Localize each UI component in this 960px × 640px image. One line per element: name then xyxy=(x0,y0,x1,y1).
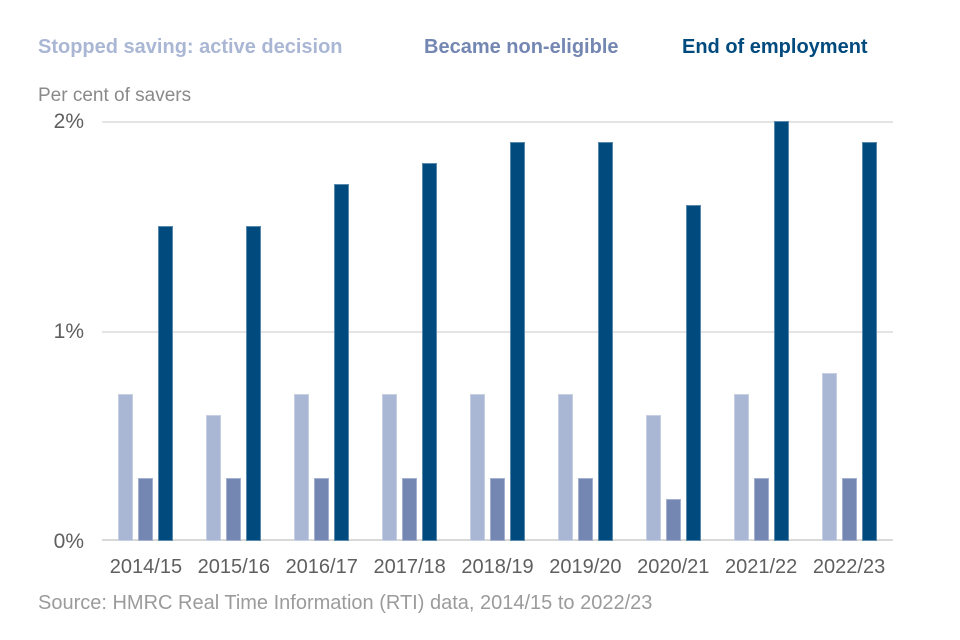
legend-item-became-non-eligible: Became non-eligible xyxy=(424,36,619,58)
bar-stopped-saving-active-decision-2015-16 xyxy=(206,415,222,541)
bar-stopped-saving-active-decision-2020-21 xyxy=(645,415,661,541)
x-tick-label-2020-21: 2020/21 xyxy=(637,556,710,578)
x-tick-label-2022-23: 2022/23 xyxy=(812,556,886,578)
bar-stopped-saving-active-decision-2017-18 xyxy=(382,394,398,541)
bar-end-of-employment-2014-15 xyxy=(158,226,174,541)
gridline-2% xyxy=(102,121,893,123)
bar-stopped-saving-active-decision-2016-17 xyxy=(294,394,310,541)
legend-item-stopped-saving: Stopped saving: active decision xyxy=(38,36,343,58)
bar-became-non-eligible-2021-22 xyxy=(753,478,769,541)
y-tick-label-2%: 2% xyxy=(53,110,84,133)
bar-end-of-employment-2016-17 xyxy=(334,184,350,541)
bar-stopped-saving-active-decision-2022-23 xyxy=(821,373,837,541)
bar-stopped-saving-active-decision-2019-20 xyxy=(557,394,573,541)
bar-end-of-employment-2019-20 xyxy=(597,142,613,541)
bar-end-of-employment-2015-16 xyxy=(246,226,262,541)
gridline-1% xyxy=(102,331,893,333)
bar-became-non-eligible-2015-16 xyxy=(226,478,242,541)
bar-became-non-eligible-2018-19 xyxy=(490,478,505,541)
x-tick-label-2018-19: 2018/19 xyxy=(461,556,534,578)
legend-item-end-of-employment: End of employment xyxy=(682,36,868,58)
bar-stopped-saving-active-decision-2021-22 xyxy=(733,394,749,541)
y-tick-label-1%: 1% xyxy=(53,320,84,343)
bar-became-non-eligible-2019-20 xyxy=(577,478,593,541)
bar-stopped-saving-active-decision-2014-15 xyxy=(118,394,134,541)
bar-became-non-eligible-2017-18 xyxy=(402,478,418,541)
x-tick-label-2019-20: 2019/20 xyxy=(549,556,622,578)
x-tick-label-2021-22: 2021/22 xyxy=(725,556,798,578)
bar-chart-plot-area xyxy=(102,121,893,541)
y-tick-label-0%: 0% xyxy=(53,530,84,553)
bar-became-non-eligible-2014-15 xyxy=(138,478,154,541)
x-tick-label-2015-16: 2015/16 xyxy=(197,556,270,578)
x-tick-label-2017-18: 2017/18 xyxy=(373,556,446,578)
bar-end-of-employment-2020-21 xyxy=(685,205,701,541)
bar-became-non-eligible-2022-23 xyxy=(841,478,857,541)
y-axis-title: Per cent of savers xyxy=(38,85,192,106)
bar-end-of-employment-2018-19 xyxy=(510,142,525,541)
bar-became-non-eligible-2016-17 xyxy=(314,478,330,541)
bar-end-of-employment-2021-22 xyxy=(773,121,789,541)
bar-end-of-employment-2017-18 xyxy=(422,163,438,541)
x-tick-label-2016-17: 2016/17 xyxy=(285,556,358,578)
bar-end-of-employment-2022-23 xyxy=(861,142,877,541)
bar-became-non-eligible-2020-21 xyxy=(665,499,681,541)
source-note: Source: HMRC Real Time Information (RTI)… xyxy=(38,592,653,614)
x-tick-label-2014-15: 2014/15 xyxy=(109,556,183,578)
bar-stopped-saving-active-decision-2018-19 xyxy=(470,394,485,541)
